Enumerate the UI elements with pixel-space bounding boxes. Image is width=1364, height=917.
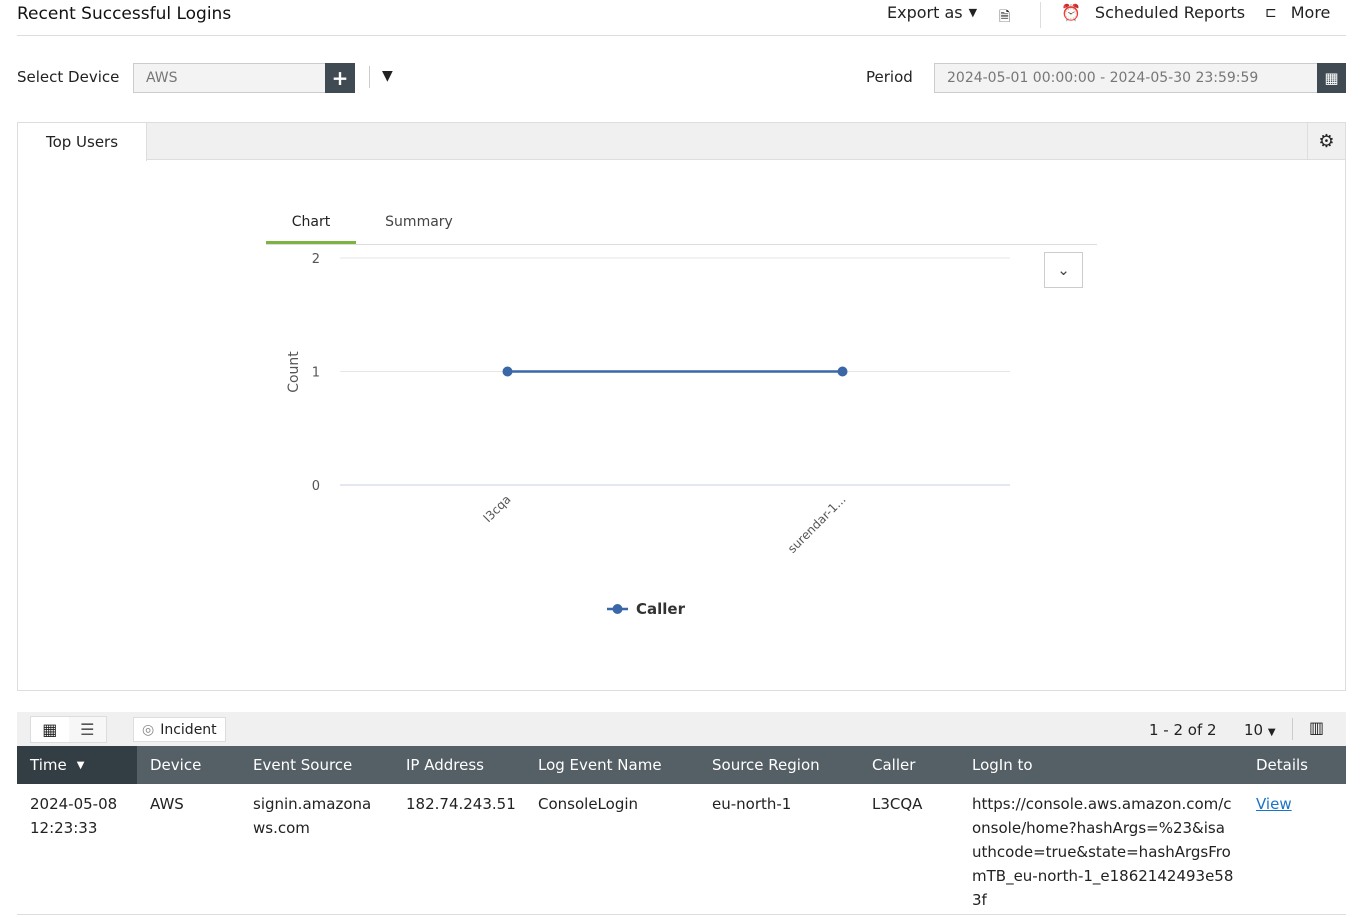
- column-header-event-source[interactable]: Event Source: [253, 756, 353, 774]
- column-header-details[interactable]: Details: [1256, 756, 1309, 774]
- alarm-clock-icon: ⏰: [1061, 3, 1081, 22]
- cell-source-region: eu-north-1: [712, 795, 792, 813]
- y-tick-label: 1: [312, 366, 320, 381]
- cell-time: 2024-05-08 12:23:33: [30, 795, 118, 837]
- divider: [17, 914, 1346, 915]
- export-label: Export as: [887, 3, 963, 22]
- cell-log-event-name: ConsoleLogin: [538, 795, 639, 813]
- fingerprint-icon: ◎: [142, 721, 155, 738]
- cell-ip-address: 182.74.243.51: [406, 795, 516, 813]
- cell-caller: L3CQA: [872, 795, 923, 813]
- select-device-label: Select Device: [17, 68, 120, 86]
- incident-button[interactable]: ◎ Incident: [133, 717, 226, 742]
- legend-marker: [612, 604, 623, 614]
- active-tab-indicator: [266, 241, 356, 244]
- top-users-panel: Top Users ⚙: [17, 122, 1346, 691]
- calendar-button[interactable]: ▦: [1317, 63, 1346, 93]
- tab-summary[interactable]: Summary: [385, 214, 453, 230]
- column-header-caller[interactable]: Caller: [872, 756, 916, 774]
- x-tick-label: surendar-1...: [785, 492, 849, 556]
- plus-icon: +: [331, 66, 349, 90]
- device-input[interactable]: AWS: [133, 63, 326, 93]
- table-toolbar: ▦ ☰ ◎ Incident 1 - 2 of 2 10 ▼ ▥: [17, 712, 1346, 746]
- page-size-value: 10: [1244, 721, 1264, 739]
- period-label: Period: [866, 68, 913, 86]
- schedule-export-icon[interactable]: 🗎: [999, 9, 1011, 25]
- column-header-ip-address[interactable]: IP Address: [406, 756, 484, 774]
- y-tick-label: 0: [312, 479, 320, 494]
- calendar-icon: ▦: [1324, 69, 1339, 87]
- add-device-button[interactable]: +: [325, 63, 355, 93]
- scheduled-label: Scheduled Reports: [1094, 3, 1246, 22]
- divider: [1292, 718, 1293, 740]
- tab-top-users[interactable]: Top Users: [18, 123, 147, 161]
- page-title: Recent Successful Logins: [17, 4, 232, 24]
- divider: [1040, 2, 1041, 28]
- column-header-log-event-name[interactable]: Log Event Name: [538, 756, 662, 774]
- pagination-info: 1 - 2 of 2: [1149, 721, 1217, 739]
- view-details-link[interactable]: View: [1256, 795, 1292, 813]
- more-label: More: [1290, 3, 1331, 22]
- data-point: [502, 366, 513, 377]
- divider: [17, 35, 1346, 36]
- x-tick-label: l3cqa: [481, 492, 514, 525]
- column-settings-icon[interactable]: ▥: [1309, 718, 1325, 737]
- page-size-select[interactable]: 10 ▼: [1244, 721, 1276, 739]
- table-header: Time ▼ Device Event Source IP Address Log…: [17, 746, 1346, 784]
- grid-view-icon[interactable]: ▦: [31, 717, 69, 742]
- y-tick-label: 2: [312, 252, 320, 267]
- column-label: Time: [30, 756, 67, 774]
- export-button[interactable]: Export as ▼: [887, 3, 977, 22]
- column-header-time[interactable]: Time ▼: [17, 746, 137, 784]
- cell-event-source: signin.amazonaws.com: [253, 795, 372, 837]
- panel-tab-bar: [18, 123, 1345, 160]
- chevron-down-icon: ⌄: [1057, 261, 1070, 279]
- column-header-login-to[interactable]: LogIn to: [972, 756, 1033, 774]
- sort-desc-icon: ▼: [76, 759, 85, 771]
- chart-tabs-divider: [266, 244, 1097, 245]
- more-button[interactable]: ⊏ More: [1265, 3, 1330, 22]
- caret-down-icon: ▼: [1267, 727, 1276, 738]
- scheduled-reports-button[interactable]: ⏰ Scheduled Reports: [1061, 3, 1245, 22]
- column-header-source-region[interactable]: Source Region: [712, 756, 820, 774]
- divider: [369, 66, 370, 88]
- cell-login-to: https://console.aws.amazon.com/console/h…: [972, 795, 1234, 909]
- chart-options-button[interactable]: ⌄: [1044, 252, 1083, 288]
- list-view-icon[interactable]: ☰: [80, 720, 95, 739]
- column-header-device[interactable]: Device: [150, 756, 202, 774]
- cell-device: AWS: [150, 795, 184, 813]
- period-input[interactable]: 2024-05-01 00:00:00 - 2024-05-30 23:59:5…: [934, 63, 1318, 93]
- view-toggle: ▦ ☰: [30, 716, 107, 743]
- chart: 0 1 2 Count l3cqa surendar-1... Caller: [286, 252, 1010, 618]
- caret-down-icon: ▼: [968, 6, 978, 19]
- more-icon: ⊏: [1265, 4, 1277, 21]
- y-axis-label: Count: [286, 351, 302, 393]
- tab-chart[interactable]: Chart: [291, 214, 331, 230]
- legend-label: Caller: [636, 600, 686, 618]
- filter-icon[interactable]: ▼: [382, 68, 393, 84]
- data-point: [837, 366, 848, 377]
- incident-label: Incident: [160, 721, 217, 738]
- gear-icon[interactable]: ⚙: [1307, 123, 1345, 160]
